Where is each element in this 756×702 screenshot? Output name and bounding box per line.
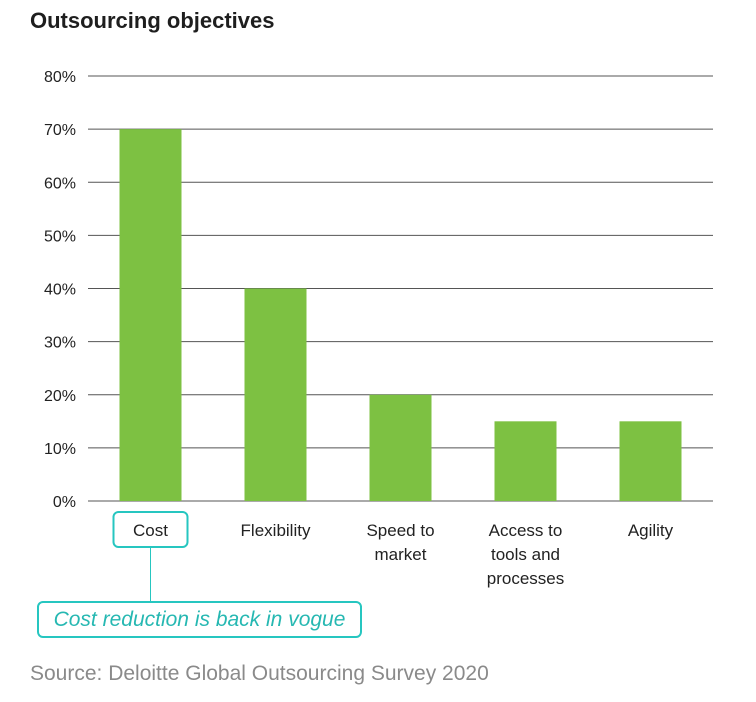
source-note: Source: Deloitte Global Outsourcing Surv…	[30, 662, 489, 685]
y-tick-label: 80%	[44, 69, 76, 86]
bar	[119, 129, 182, 501]
x-tick-label: Access to tools and processes	[487, 521, 564, 588]
x-tick-label: Agility	[628, 521, 674, 540]
y-tick-label: 60%	[44, 175, 76, 192]
bar	[619, 421, 682, 501]
y-tick-label: 30%	[44, 335, 76, 352]
y-tick-label: 10%	[44, 441, 76, 458]
x-tick-label: Speed to market	[366, 521, 434, 564]
bar	[369, 394, 432, 501]
annotation-callout: Cost reduction is back in vogue	[37, 601, 362, 638]
y-tick-label: 50%	[44, 228, 76, 245]
x-tick-label: Flexibility	[241, 521, 311, 540]
x-tick-label: Cost	[133, 521, 168, 540]
annotation-text: Cost reduction is back in vogue	[53, 607, 346, 631]
y-tick-label: 20%	[44, 388, 76, 405]
y-tick-label: 40%	[44, 282, 76, 299]
y-tick-label: 0%	[53, 494, 76, 511]
bar	[494, 421, 557, 501]
y-tick-label: 70%	[44, 122, 76, 139]
chart-title: Outsourcing objectives	[30, 8, 275, 33]
bar	[244, 288, 307, 501]
